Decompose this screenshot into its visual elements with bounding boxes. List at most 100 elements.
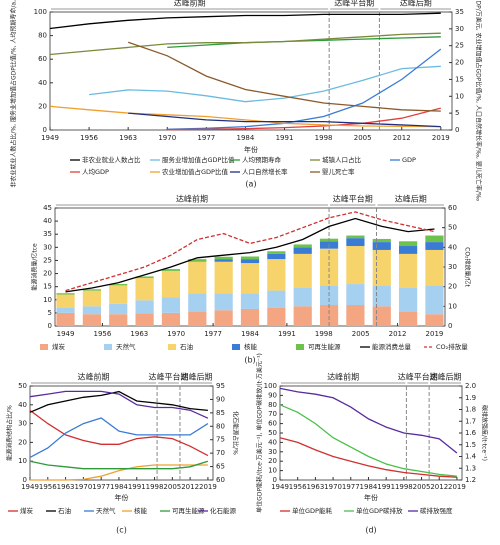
y-tick-label: 15 [43, 283, 52, 291]
x-tick-label: 1991 [128, 483, 146, 491]
legend-label: 可再生能源 [308, 342, 341, 351]
bar-segment [267, 290, 286, 308]
phase-label: 达峰平台期 [333, 194, 373, 204]
bar-segment [425, 249, 444, 286]
plot-frame [49, 11, 453, 131]
bar-segment [240, 308, 260, 326]
y2-tick-label: 85 [216, 409, 225, 417]
bar-segment [372, 242, 391, 250]
phase-label: 达峰后期 [430, 372, 462, 382]
bar-segment [399, 287, 418, 312]
legend-label: 石油 [180, 342, 193, 351]
legend-label: 天然气 [96, 506, 116, 515]
y-tick-label: 80 [268, 401, 277, 409]
bar-segment [240, 293, 260, 309]
bar-segment [82, 290, 101, 307]
x-tick-label: 1977 [204, 330, 222, 338]
y2-tick-label: 25 [455, 42, 464, 50]
legend-label: 石油 [58, 506, 71, 515]
legend-label: 城镇人口占比 [322, 155, 362, 164]
bar-segment [109, 285, 128, 304]
y2-tick-label: 75 [216, 436, 225, 444]
x-tick-label: 2005 [352, 330, 370, 338]
y2-tick-label: 1.2 [465, 476, 476, 484]
y-tick-label: 10 [268, 467, 277, 475]
x-tick-label: 2005 [413, 483, 431, 491]
x-tick-label: 1998 [315, 134, 333, 142]
legend-swatch [232, 344, 240, 350]
x-tick-label: 1949 [21, 483, 39, 491]
bar-segment [161, 270, 181, 298]
legend-swatch [296, 344, 304, 350]
bar-segment [267, 251, 286, 254]
y-tick-label: 35 [43, 230, 52, 238]
x-tick-label: 1949 [41, 134, 59, 142]
y2-tick-label: 70 [216, 449, 225, 457]
x-tick-label: 1998 [146, 483, 164, 491]
bar-segment [372, 285, 391, 307]
x-tick-label: 1963 [130, 330, 148, 338]
x-tick-label: 1956 [289, 483, 307, 491]
legend-label: 人均GDP [82, 167, 109, 176]
bar-segment [240, 259, 260, 264]
y-tick-label: 10 [43, 296, 52, 304]
bar-segment [267, 259, 286, 291]
x-tick-label: 1949 [57, 330, 75, 338]
y2-tick-label: 1.8 [465, 406, 476, 414]
y2-tick-label: 15 [455, 75, 464, 83]
y2-tick-label: 50 [448, 224, 457, 232]
y-tick-label: 0 [43, 126, 47, 134]
x-tick-label: 1991 [278, 330, 296, 338]
legend-label: 单位GDP碳排放 [356, 506, 403, 515]
x-tick-label: 1970 [167, 330, 185, 338]
x-tick-label: 1984 [241, 330, 259, 338]
bar-segment [346, 238, 365, 247]
y2-tick-label: 10 [455, 92, 464, 100]
x-tick-label: 2019 [448, 483, 466, 491]
bar-segment [82, 289, 101, 291]
bar-segment [109, 303, 128, 315]
series-line [29, 390, 208, 413]
y2-axis-label: GDP/万亿美元, 人均GDP/万美元, 农业增加值占GDP比值/%, 人口自然… [475, 0, 483, 201]
x-tick-label: 1970 [74, 483, 92, 491]
y2-tick-label: 30 [448, 263, 457, 271]
bar-segment [346, 246, 365, 285]
phase-label: 达峰后期 [180, 372, 212, 382]
y-tick-label: 40 [268, 438, 277, 446]
series-line [49, 12, 441, 30]
bar-segment [399, 253, 418, 288]
bar-segment [267, 307, 286, 326]
legend-label: 婴儿死亡率 [322, 167, 355, 176]
bar-segment [346, 284, 365, 306]
y-tick-label: 30 [43, 243, 52, 251]
y-tick-label: 60 [38, 55, 47, 63]
bar-segment [135, 300, 154, 314]
y-tick-label: 20 [38, 102, 47, 110]
phase-label: 达峰后期 [395, 194, 427, 204]
x-tick-label: 2019 [432, 134, 450, 142]
x-tick-label: 2012 [393, 134, 411, 142]
legend-label: 服务业增加值占GDP比值 [162, 155, 235, 164]
y-tick-label: 50 [268, 429, 277, 437]
legend-label: 非农业就业人数占比 [82, 155, 141, 164]
legend-label: 碳排放强度 [420, 506, 453, 515]
x-tick-label: 1956 [94, 330, 112, 338]
x-axis-label: 年份 [115, 493, 129, 502]
bar-segment [425, 242, 444, 250]
x-tick-label: 1956 [80, 134, 98, 142]
y-tick-label: 40 [38, 79, 47, 87]
series-line [279, 404, 457, 477]
series-line [49, 105, 441, 128]
series-line [29, 417, 209, 458]
bar-segment [214, 293, 233, 311]
caption: (c) [116, 526, 127, 535]
y2-tick-label: 0 [455, 126, 459, 134]
legend-label: 核能 [244, 342, 258, 351]
series-line [167, 48, 442, 130]
x-axis-label: 年份 [364, 493, 378, 502]
legend-label: 核能 [134, 506, 148, 515]
legend-label: 人口自然增长率 [242, 167, 288, 176]
y-axis-label: 能源消费结构占比/% [6, 405, 14, 461]
series-line [128, 112, 441, 128]
